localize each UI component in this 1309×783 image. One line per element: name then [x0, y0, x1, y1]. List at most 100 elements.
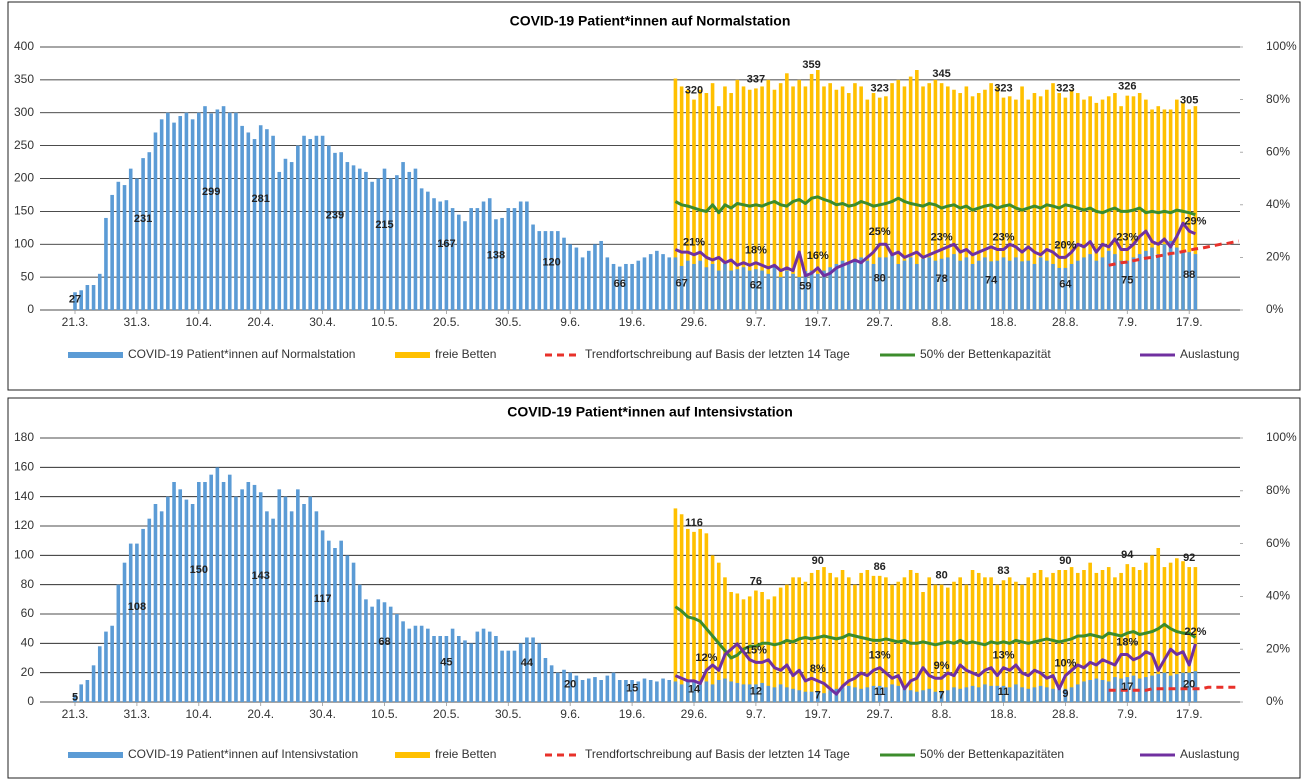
bar	[1020, 86, 1024, 310]
bar	[1119, 106, 1123, 310]
data-label: 16%	[807, 250, 829, 262]
data-label: 143	[252, 570, 270, 582]
bar	[698, 260, 702, 310]
bar	[964, 86, 969, 310]
bar	[494, 219, 498, 310]
bar	[809, 691, 814, 702]
bar	[655, 250, 659, 310]
y-tick-label: 60	[21, 606, 35, 620]
bar	[450, 628, 455, 702]
bar	[333, 152, 337, 310]
bar	[958, 260, 962, 310]
x-tick-label: 9.7.	[746, 707, 766, 721]
bar	[853, 260, 857, 310]
data-label: 90	[812, 555, 824, 567]
bar	[395, 175, 399, 310]
y-tick-label: 200	[14, 171, 34, 185]
bar	[586, 250, 591, 310]
bar	[110, 625, 114, 702]
bar	[73, 292, 77, 310]
line-series	[1108, 239, 1240, 267]
bar	[964, 687, 969, 702]
bar	[976, 260, 981, 310]
bar	[772, 596, 777, 702]
bar	[166, 496, 170, 702]
bar	[976, 93, 981, 311]
x-tick-label: 19.7.	[804, 315, 831, 329]
bar	[933, 260, 938, 310]
bar	[227, 112, 232, 310]
data-label: 12	[750, 685, 762, 697]
bar	[958, 93, 962, 311]
bar	[859, 257, 863, 310]
bar	[673, 257, 678, 310]
line-series	[674, 642, 1197, 696]
data-label: 5	[72, 692, 78, 704]
bar	[481, 201, 486, 310]
bar	[351, 165, 356, 310]
bar	[778, 83, 783, 310]
bar	[760, 682, 764, 702]
data-label: 83	[997, 565, 1009, 577]
bar	[791, 688, 795, 702]
bar	[116, 584, 121, 702]
bar	[785, 270, 789, 310]
bar	[104, 217, 108, 310]
y-tick-label: 400	[14, 39, 34, 53]
data-label: 10%	[1054, 658, 1076, 670]
bar	[778, 277, 783, 310]
bar	[648, 680, 653, 702]
bar	[952, 89, 956, 310]
bar	[252, 139, 257, 310]
data-label: 299	[202, 186, 220, 198]
bar	[1156, 106, 1161, 310]
bar	[952, 687, 956, 702]
bar	[197, 112, 201, 310]
bar	[865, 570, 870, 702]
bar	[73, 694, 77, 702]
data-label: 92	[1183, 552, 1195, 564]
bar	[785, 687, 789, 702]
bar	[388, 606, 393, 702]
bar	[234, 496, 238, 702]
bar	[716, 270, 721, 310]
bar	[184, 499, 189, 702]
bar	[915, 70, 919, 310]
bar	[871, 93, 876, 311]
bar	[1007, 577, 1012, 702]
bar	[803, 86, 808, 310]
y-tick-label: 20	[21, 665, 35, 679]
bar	[1075, 93, 1080, 311]
bar	[995, 260, 1000, 310]
bar	[679, 514, 684, 702]
x-tick-label: 28.8.	[1052, 315, 1079, 329]
bar	[116, 181, 121, 310]
data-label: 13%	[992, 650, 1014, 662]
data-label: 281	[252, 193, 270, 205]
bar	[772, 267, 777, 310]
bar	[785, 584, 789, 702]
bar	[834, 263, 839, 310]
legend-swatch	[68, 352, 123, 358]
data-label: 305	[1180, 94, 1198, 106]
bar	[741, 684, 746, 702]
bar	[1131, 257, 1136, 310]
bar	[556, 672, 560, 702]
x-tick-label: 28.8.	[1052, 707, 1079, 721]
bar	[624, 263, 628, 310]
bar	[271, 135, 275, 310]
bar	[543, 658, 548, 702]
bar	[518, 643, 523, 702]
bar	[896, 685, 901, 702]
bar	[816, 691, 820, 702]
bar	[79, 290, 83, 310]
legend-swatch	[395, 752, 430, 758]
data-label: 239	[326, 210, 344, 222]
bar	[308, 139, 313, 310]
bar	[1082, 257, 1086, 310]
data-label: 167	[437, 238, 455, 250]
bar	[710, 83, 715, 310]
data-label: 345	[932, 68, 950, 80]
bar	[729, 270, 733, 310]
bar	[735, 593, 740, 702]
